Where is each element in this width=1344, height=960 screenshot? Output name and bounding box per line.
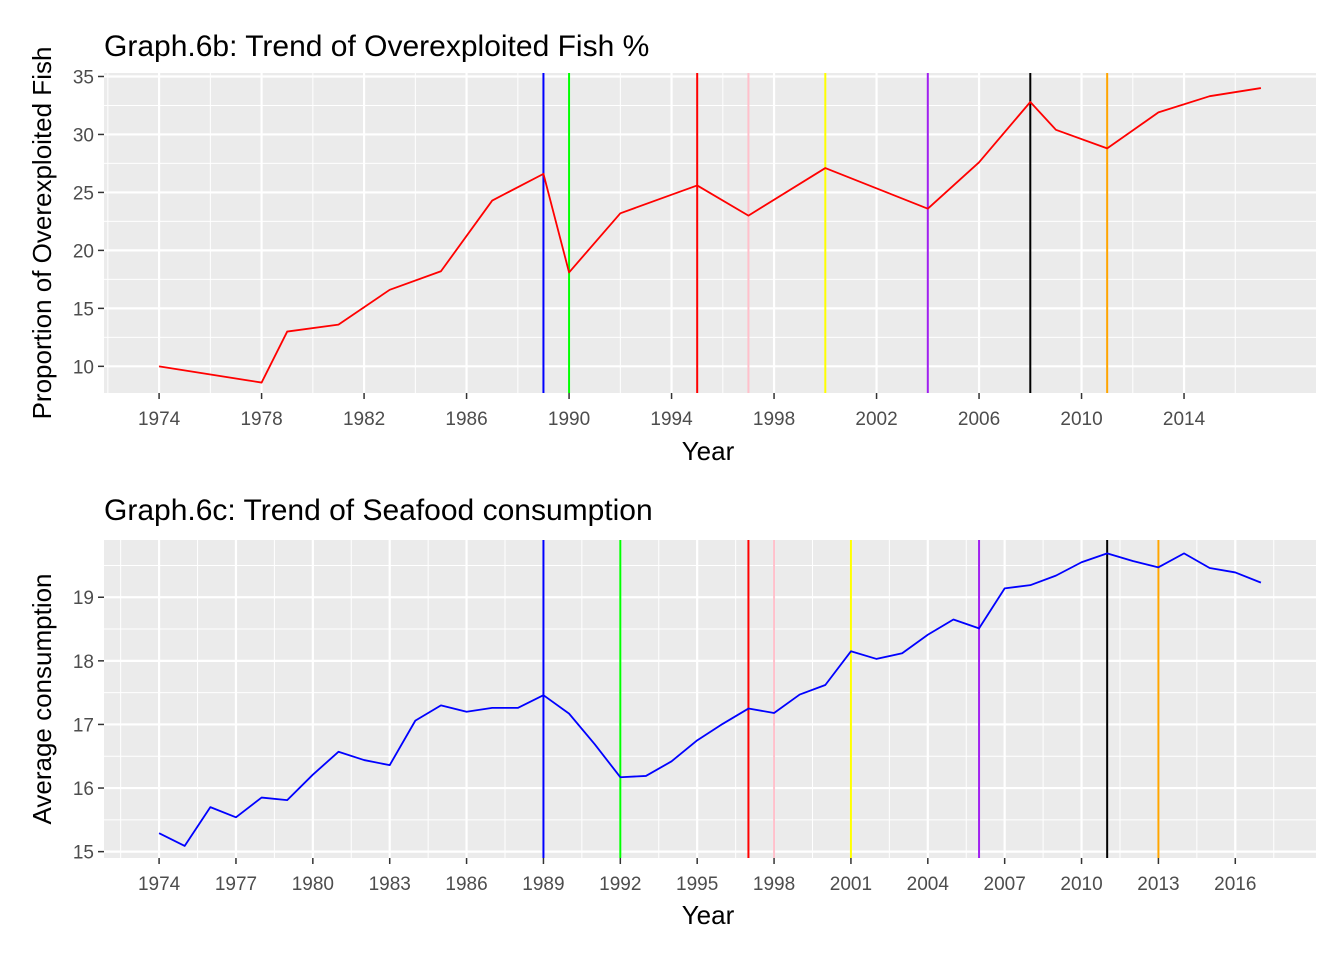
plot-background: [104, 73, 1316, 393]
x-tick-label: 1986: [445, 409, 487, 430]
x-tick-label: 1982: [343, 409, 385, 430]
x-tick-label: 1994: [650, 409, 693, 430]
x-tick-label: 1977: [215, 874, 257, 895]
x-tick-label: 1992: [599, 874, 641, 895]
x-axis-title: Year: [682, 436, 735, 466]
x-axis-ticks: 1974 1978 1982 1986 1990 1994 1998 2002 2006 2010…: [138, 393, 1206, 430]
x-tick-label: 1986: [445, 874, 487, 895]
series-line-0: [158, 87, 1262, 384]
x-tick-label: 2007: [984, 874, 1026, 895]
y-axis-title: Average consumption: [27, 573, 57, 824]
y-tick-label: 16: [73, 779, 94, 800]
y-tick-label: 35: [73, 67, 94, 88]
x-axis-ticks: 1974 1977 1980 1983 1986 1989 1992 1995 1998 2001…: [138, 858, 1256, 895]
y-axis-ticks: 10 15 20 25 30 35: [73, 67, 104, 378]
y-axis-title: Proportion of Overexploited Fish: [27, 47, 57, 420]
plot-background: [104, 540, 1316, 858]
chart-title: Graph.6b: Trend of Overexploited Fish %: [104, 30, 649, 63]
x-tick-label: 2006: [958, 409, 1000, 430]
chart-title: Graph.6c: Trend of Seafood consumption: [104, 494, 653, 527]
x-tick-label: 2010: [1060, 409, 1102, 430]
y-axis-ticks: 15 16 17 18 19: [73, 588, 104, 864]
x-tick-label: 2014: [1163, 409, 1206, 430]
x-tick-label: 2001: [830, 874, 872, 895]
reference-lines: [542, 540, 1160, 858]
y-tick-label: 10: [73, 357, 94, 378]
y-tick-label: 17: [73, 715, 94, 736]
x-tick-label: 1990: [548, 409, 590, 430]
x-tick-label: 1983: [369, 874, 411, 895]
x-tick-label: 1978: [240, 409, 282, 430]
series-layer: [158, 552, 1262, 847]
chart-panel-seafood-consumption: Graph.6c: Trend of Seafood consumption Y…: [27, 494, 1316, 930]
series-layer: [158, 87, 1262, 384]
y-tick-label: 20: [73, 241, 94, 262]
x-tick-label: 1980: [292, 874, 334, 895]
reference-lines: [542, 73, 1109, 393]
y-tick-label: 19: [73, 588, 94, 609]
chart-panel-overexploited-fish: Graph.6b: Trend of Overexploited Fish % …: [27, 30, 1316, 466]
x-tick-label: 2010: [1060, 874, 1102, 895]
x-tick-label: 1998: [753, 874, 795, 895]
y-tick-label: 18: [73, 652, 94, 673]
y-tick-label: 30: [73, 125, 94, 146]
x-tick-label: 1974: [138, 874, 181, 895]
x-tick-label: 1995: [676, 874, 718, 895]
x-tick-label: 2004: [907, 874, 950, 895]
x-tick-label: 1974: [138, 409, 181, 430]
x-tick-label: 2016: [1214, 874, 1256, 895]
y-tick-label: 15: [73, 299, 94, 320]
x-axis-title: Year: [682, 900, 735, 930]
y-tick-label: 25: [73, 183, 94, 204]
y-tick-label: 15: [73, 843, 94, 864]
x-tick-label: 2002: [855, 409, 897, 430]
x-tick-label: 2013: [1137, 874, 1179, 895]
gridlines: [104, 73, 1316, 393]
series-line-0: [158, 552, 1262, 847]
x-tick-label: 1989: [522, 874, 564, 895]
x-tick-label: 1998: [753, 409, 795, 430]
